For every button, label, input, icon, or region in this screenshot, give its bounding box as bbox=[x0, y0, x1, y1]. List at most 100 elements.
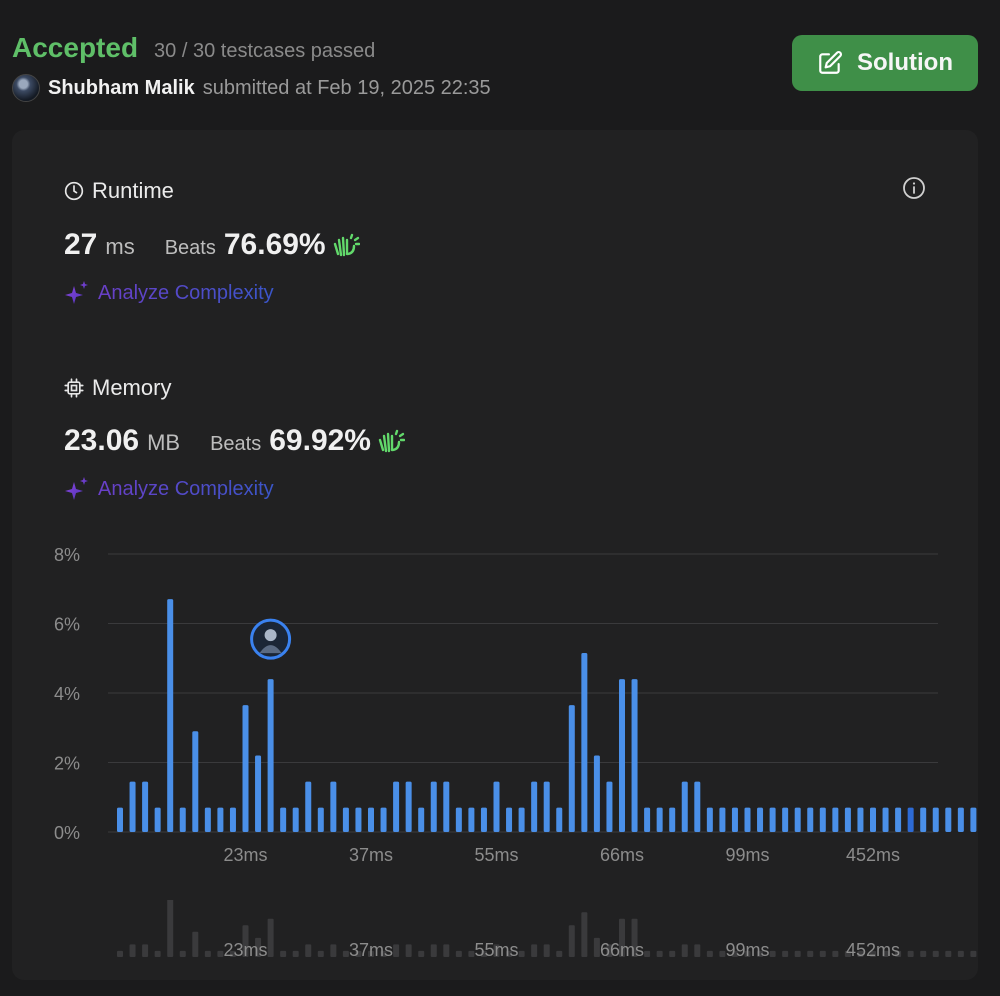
chart-bar[interactable] bbox=[292, 807, 299, 832]
chart-bar[interactable] bbox=[794, 807, 801, 832]
mini-bar bbox=[380, 950, 387, 957]
x-tick-label: 452ms bbox=[846, 845, 900, 865]
chart-bar[interactable] bbox=[606, 781, 613, 832]
mini-bar bbox=[945, 950, 952, 957]
chart-bar[interactable] bbox=[945, 807, 952, 832]
chart-bar[interactable] bbox=[167, 599, 174, 832]
chart-bar[interactable] bbox=[493, 781, 500, 832]
chart-bar[interactable] bbox=[844, 807, 851, 832]
chart-bar[interactable] bbox=[757, 807, 764, 832]
mini-bar bbox=[631, 918, 638, 957]
chart-bar[interactable] bbox=[305, 781, 312, 832]
info-icon[interactable] bbox=[902, 176, 926, 200]
mini-bar bbox=[920, 950, 927, 957]
mini-bar bbox=[192, 931, 199, 957]
chart-bar[interactable] bbox=[204, 807, 211, 832]
chart-bar[interactable] bbox=[405, 781, 412, 832]
chart-bar[interactable] bbox=[631, 679, 638, 832]
chart-bar[interactable] bbox=[455, 807, 462, 832]
chart-bar[interactable] bbox=[267, 679, 274, 832]
mini-bar bbox=[443, 944, 450, 957]
chart-bar[interactable] bbox=[719, 807, 726, 832]
chart-bar[interactable] bbox=[782, 807, 789, 832]
mini-bar bbox=[757, 950, 764, 957]
chart-bar[interactable] bbox=[920, 807, 927, 832]
username-link[interactable]: Shubham Malik bbox=[48, 76, 195, 99]
chart-bar[interactable] bbox=[644, 807, 651, 832]
chart-bar[interactable] bbox=[443, 781, 450, 832]
avatar[interactable] bbox=[12, 74, 40, 102]
chart-bar[interactable] bbox=[581, 653, 588, 832]
chart-bar[interactable] bbox=[593, 755, 600, 832]
chart-bar[interactable] bbox=[769, 807, 776, 832]
solution-button[interactable]: Solution bbox=[792, 35, 978, 91]
chart-bar[interactable] bbox=[480, 807, 487, 832]
chart-bar[interactable] bbox=[129, 781, 136, 832]
chart-bar[interactable] bbox=[568, 705, 575, 832]
analyze-complexity-runtime[interactable]: Analyze Complexity bbox=[64, 280, 274, 306]
chart-bar[interactable] bbox=[317, 807, 324, 832]
mini-bar bbox=[317, 950, 324, 957]
chart-bar[interactable] bbox=[355, 807, 362, 832]
y-tick-label: 4% bbox=[54, 684, 80, 704]
chart-bar[interactable] bbox=[255, 755, 262, 832]
chart-bar[interactable] bbox=[970, 807, 977, 832]
mini-bar bbox=[656, 950, 663, 957]
chart-bar[interactable] bbox=[543, 781, 550, 832]
chart-bar[interactable] bbox=[731, 807, 738, 832]
chart-bar[interactable] bbox=[857, 807, 864, 832]
chart-bar[interactable] bbox=[518, 807, 525, 832]
chart-bar[interactable] bbox=[280, 807, 287, 832]
x-tick-label: 37ms bbox=[349, 845, 393, 865]
chart-bar[interactable] bbox=[882, 807, 889, 832]
chart-bar[interactable] bbox=[744, 807, 751, 832]
chart-bar[interactable] bbox=[819, 807, 826, 832]
mini-bar bbox=[518, 950, 525, 957]
chart-bar[interactable] bbox=[217, 807, 224, 832]
chart-bar[interactable] bbox=[656, 807, 663, 832]
chart-bar[interactable] bbox=[669, 807, 676, 832]
mini-bar bbox=[430, 944, 437, 957]
chart-bar[interactable] bbox=[368, 807, 374, 832]
chart-bar[interactable] bbox=[681, 781, 688, 832]
chart-bar[interactable] bbox=[706, 807, 713, 832]
chart-bar[interactable] bbox=[342, 807, 349, 832]
chart-bar[interactable] bbox=[229, 807, 236, 832]
chart-bar[interactable] bbox=[117, 807, 123, 832]
chart-bar[interactable] bbox=[192, 731, 199, 832]
chart-bar[interactable] bbox=[619, 679, 625, 832]
chart-bar[interactable] bbox=[932, 807, 939, 832]
chart-bar[interactable] bbox=[418, 807, 425, 832]
chart-bar[interactable] bbox=[832, 807, 839, 832]
runtime-title[interactable]: Runtime bbox=[64, 178, 174, 204]
chart-bar[interactable] bbox=[330, 781, 337, 832]
chart-bar[interactable] bbox=[556, 807, 563, 832]
chart-bar[interactable] bbox=[430, 781, 437, 832]
mini-bar bbox=[807, 950, 814, 957]
chart-bar[interactable] bbox=[907, 807, 914, 832]
chart-bar[interactable] bbox=[142, 781, 149, 832]
chart-bar[interactable] bbox=[242, 705, 249, 832]
testcases-passed: 30 / 30 testcases passed bbox=[154, 40, 376, 62]
chart-bar[interactable] bbox=[154, 807, 161, 832]
chart-bar[interactable] bbox=[531, 781, 538, 832]
chart-bar[interactable] bbox=[895, 807, 902, 832]
chart-bar[interactable] bbox=[468, 807, 475, 832]
memory-title-label: Memory bbox=[92, 375, 172, 400]
chart-bar[interactable] bbox=[957, 807, 964, 832]
runtime-title-label: Runtime bbox=[92, 178, 174, 203]
chart-bar[interactable] bbox=[870, 807, 876, 832]
chart-bar[interactable] bbox=[380, 807, 387, 832]
chart-bar[interactable] bbox=[179, 807, 186, 832]
memory-title[interactable]: Memory bbox=[64, 375, 171, 401]
distribution-range-slider[interactable]: 23ms 37ms 55ms 66ms 99ms 452ms bbox=[12, 900, 978, 980]
chart-bar[interactable] bbox=[694, 781, 701, 832]
submitter-line: Shubham Malik submitted at Feb 19, 2025 … bbox=[12, 74, 491, 102]
chart-bar[interactable] bbox=[393, 781, 400, 832]
y-tick-label: 0% bbox=[54, 823, 80, 843]
runtime-distribution-chart[interactable]: 0% 2% 4% 6% 8% 23ms 37ms 55ms 66ms 99ms 452ms bbox=[12, 540, 978, 980]
analyze-complexity-memory[interactable]: Analyze Complexity bbox=[64, 476, 274, 502]
chart-bar[interactable] bbox=[807, 807, 814, 832]
chart-bar[interactable] bbox=[506, 807, 513, 832]
mini-bar bbox=[907, 950, 914, 957]
